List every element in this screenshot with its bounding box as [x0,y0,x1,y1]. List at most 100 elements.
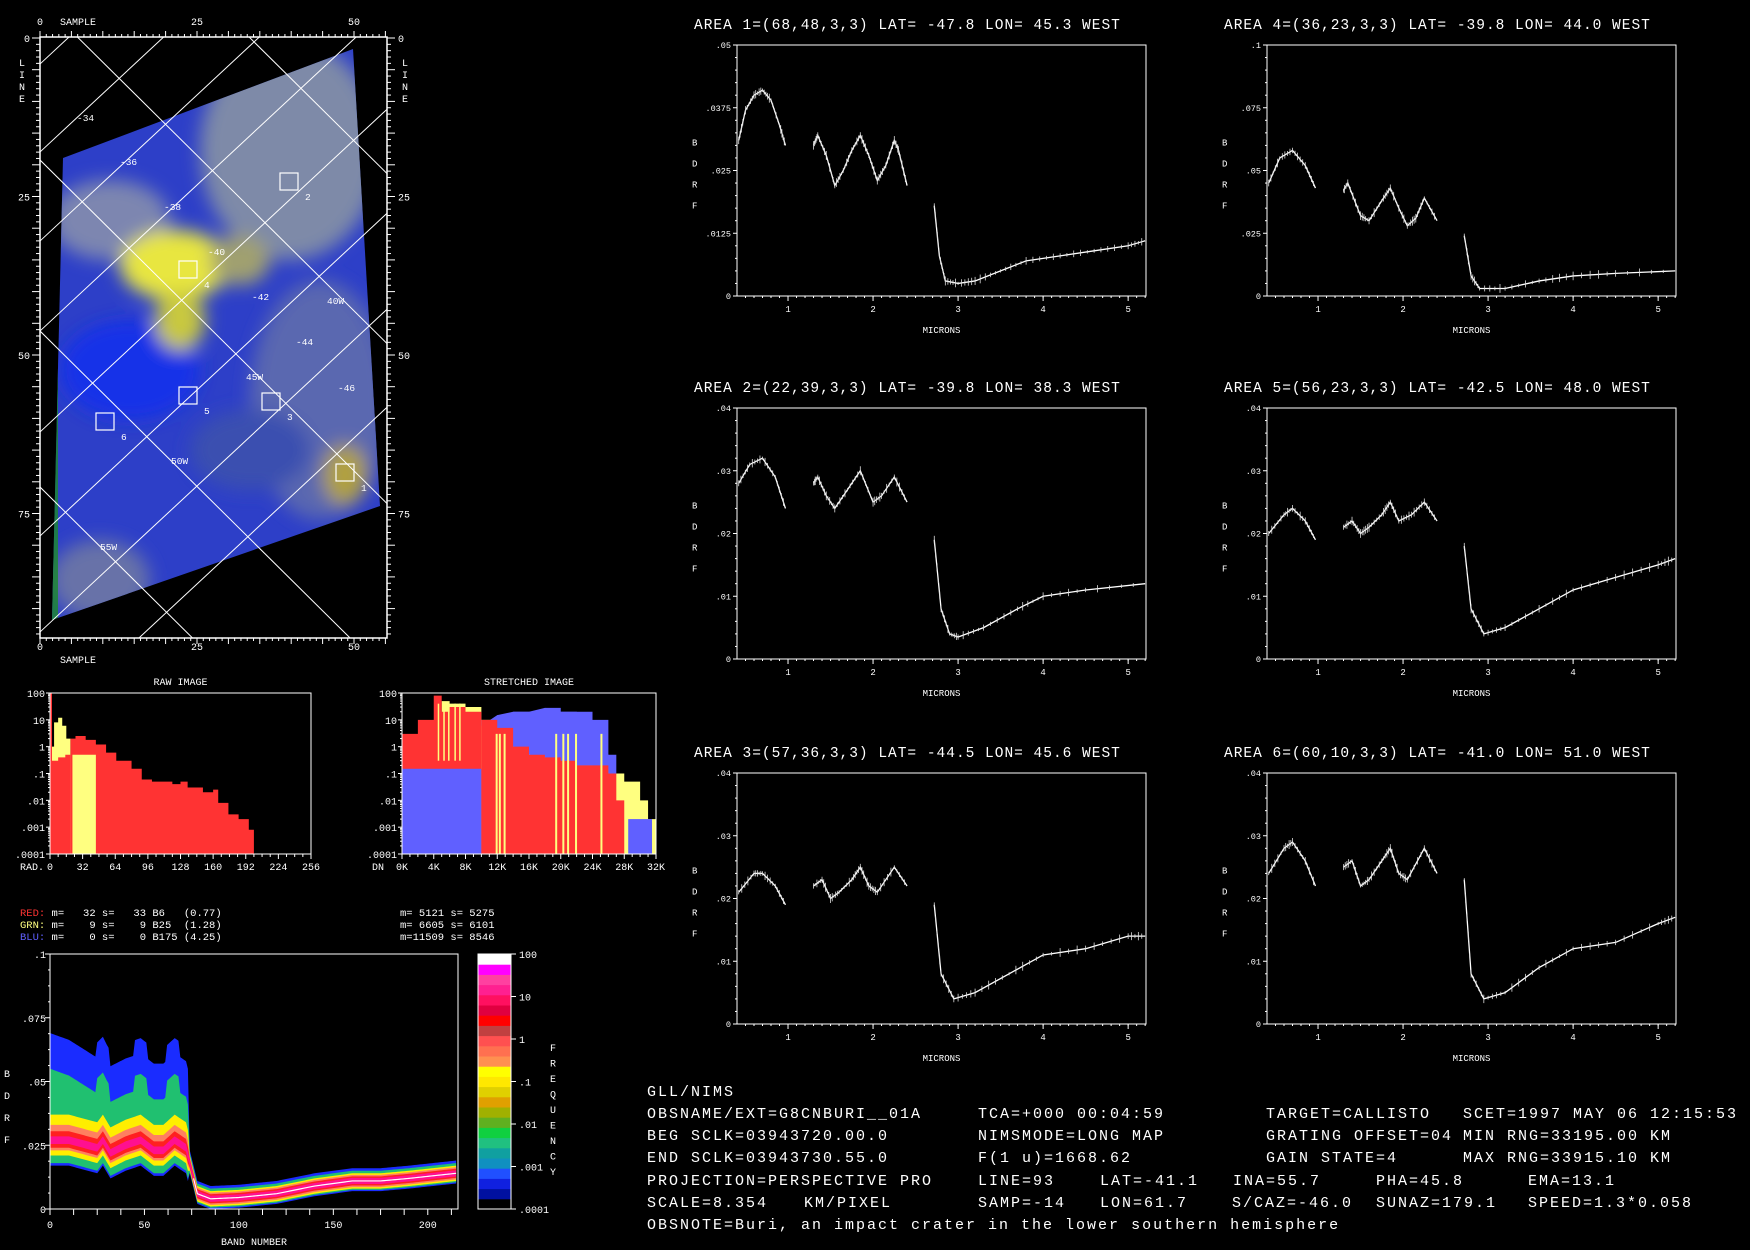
line-axis-letter-right: E [402,95,408,106]
sample-tick-label-bottom: 0 [37,643,43,654]
spectra-plots: AREA 1=(68,48,3,3) LAT= -47.8 LON= 45.3 … [692,18,1677,1064]
y-tick-label: .075 [1241,104,1261,114]
map-image[interactable] [40,37,390,640]
area-box-4[interactable] [178,260,198,279]
colorbar-swatch [478,954,511,965]
colorbar-swatch [478,1198,511,1210]
spectrum-title: AREA 3=(57,36,3,3) LAT= -44.5 LON= 45.6 … [694,746,1121,762]
x-tick-label: 1 [1315,305,1320,315]
x-tick-label: 2 [1400,668,1405,678]
x-axis-label: MICRONS [923,1054,961,1064]
colorbar-swatch [478,1127,511,1139]
colorbar-swatch [478,1015,511,1026]
colorbar-axis-letter: F [550,1044,556,1055]
x-tick-label: 12K [488,863,506,874]
info-scale: SCALE=8.354 [647,1195,769,1212]
y-tick-label: .1 [385,771,397,782]
histogram-green-stripe [562,733,565,854]
x-tick-label: 1 [1315,1033,1320,1043]
x-tick-label: 24K [583,863,601,874]
info-lon: LON=61.7 [1100,1195,1189,1212]
spectrum-frame [736,44,1147,297]
y-tick-label: 0 [1256,655,1261,665]
info-tca: TCA=+000 00:04:59 [978,1106,1166,1123]
y-tick-label: .03 [716,832,731,842]
y-tick-label: .1 [33,771,45,782]
stat-blu-band: BLU: [20,932,45,944]
spectrum-frame [736,772,1147,1025]
area-box-3[interactable] [261,392,281,411]
x-tick-label: 3 [955,305,960,315]
spectrum-segment [1463,879,1676,1000]
area-box-label: 1 [361,483,367,494]
spectrum-segment [933,904,1146,1000]
line-axis-letter-left: E [19,95,25,106]
sample-axis-label-bottom: SAMPLE [60,656,96,667]
grid-line [138,406,387,638]
map-axis-ticks [32,31,395,644]
sample-tick-label-top: 25 [191,18,203,29]
grid-line [40,159,387,505]
spectrum-segment [738,457,787,509]
y-axis-letter: R [1222,543,1228,553]
x-axis-label: MICRONS [1453,326,1491,336]
spectrum-segment [812,133,908,188]
x-tick-label: 5 [1655,305,1660,315]
y-tick-label: 0 [1256,1020,1261,1030]
colorbar-tick-label: 1 [519,1036,525,1047]
area-box-2[interactable] [279,172,299,191]
line-axis-letter-left: I [19,71,25,82]
y-axis-letter: F [692,564,697,574]
x-tick-label: 5 [1655,1033,1660,1043]
colorbar-tick-label: 100 [519,951,537,962]
area-box-6[interactable] [95,412,115,431]
area-box-1[interactable] [335,463,355,482]
y-axis-letter: R [1222,908,1228,918]
y-tick-label: .05 [1246,167,1261,177]
spectrum-segment [1463,235,1676,290]
y-axis-letter: B [1222,501,1228,511]
sample-tick-label-top: 0 [37,18,43,29]
y-axis-letter: B [692,138,698,148]
line-axis-letter-right: N [402,83,408,94]
y-axis-letter: D [692,159,697,169]
map-frame [39,36,388,639]
x-tick-label: 2 [1400,305,1405,315]
latitude-label: -46 [338,383,355,394]
colorbar-swatch [478,974,511,986]
spectrum-title: AREA 4=(36,23,3,3) LAT= -39.8 LON= 44.0 … [1224,18,1651,34]
y-axis-letter: F [692,201,697,211]
colorbar-axis-letter: E [550,1122,556,1133]
spectrum-segment [933,205,1146,285]
info-grating: GRATING OFFSET=04 [1266,1128,1454,1145]
map-grid-lines [40,37,387,638]
histogram-green-stripe [498,733,501,854]
stat-red: RED: m= 32 s= 33 B6 (0.77) [20,908,222,920]
spectrum-segment [812,469,908,510]
x-axis-label: DN [372,863,384,874]
y-axis-letter: D [1222,522,1227,532]
spectrum-segment [1268,841,1317,887]
area-box-label: 6 [121,432,127,443]
spectrum-plot-5: AREA 3=(57,36,3,3) LAT= -44.5 LON= 45.6 … [692,746,1147,1064]
y-tick-label: 1 [391,744,397,755]
x-axis-label: BAND NUMBER [221,1238,287,1249]
y-tick-label: .03 [1246,832,1261,842]
stretched-stats: m= 5121 s= 5275 m= 6605 s= 6101 m=11509 … [400,908,495,944]
info-beg-sclk: BEG SCLK=03943720.00.0 [647,1128,890,1145]
y-axis-letter: D [692,522,697,532]
stat-red-values: m= 32 s= 33 B6 (0.77) [45,908,221,920]
info-ema: EMA=13.1 [1528,1173,1617,1190]
density-level-1 [50,1068,457,1208]
stat-grn-band: GRN: [20,920,45,932]
spectrum-frame [1266,407,1677,660]
histogram-green-stripe [454,703,456,761]
stretched-stat-1: m= 5121 s= 5275 [400,908,495,920]
y-tick-label: .03 [716,467,731,477]
x-tick-label: 96 [142,863,154,874]
histogram-title: STRETCHED IMAGE [484,678,574,689]
area-box-label: 2 [305,192,311,203]
area-box-5[interactable] [178,386,198,405]
